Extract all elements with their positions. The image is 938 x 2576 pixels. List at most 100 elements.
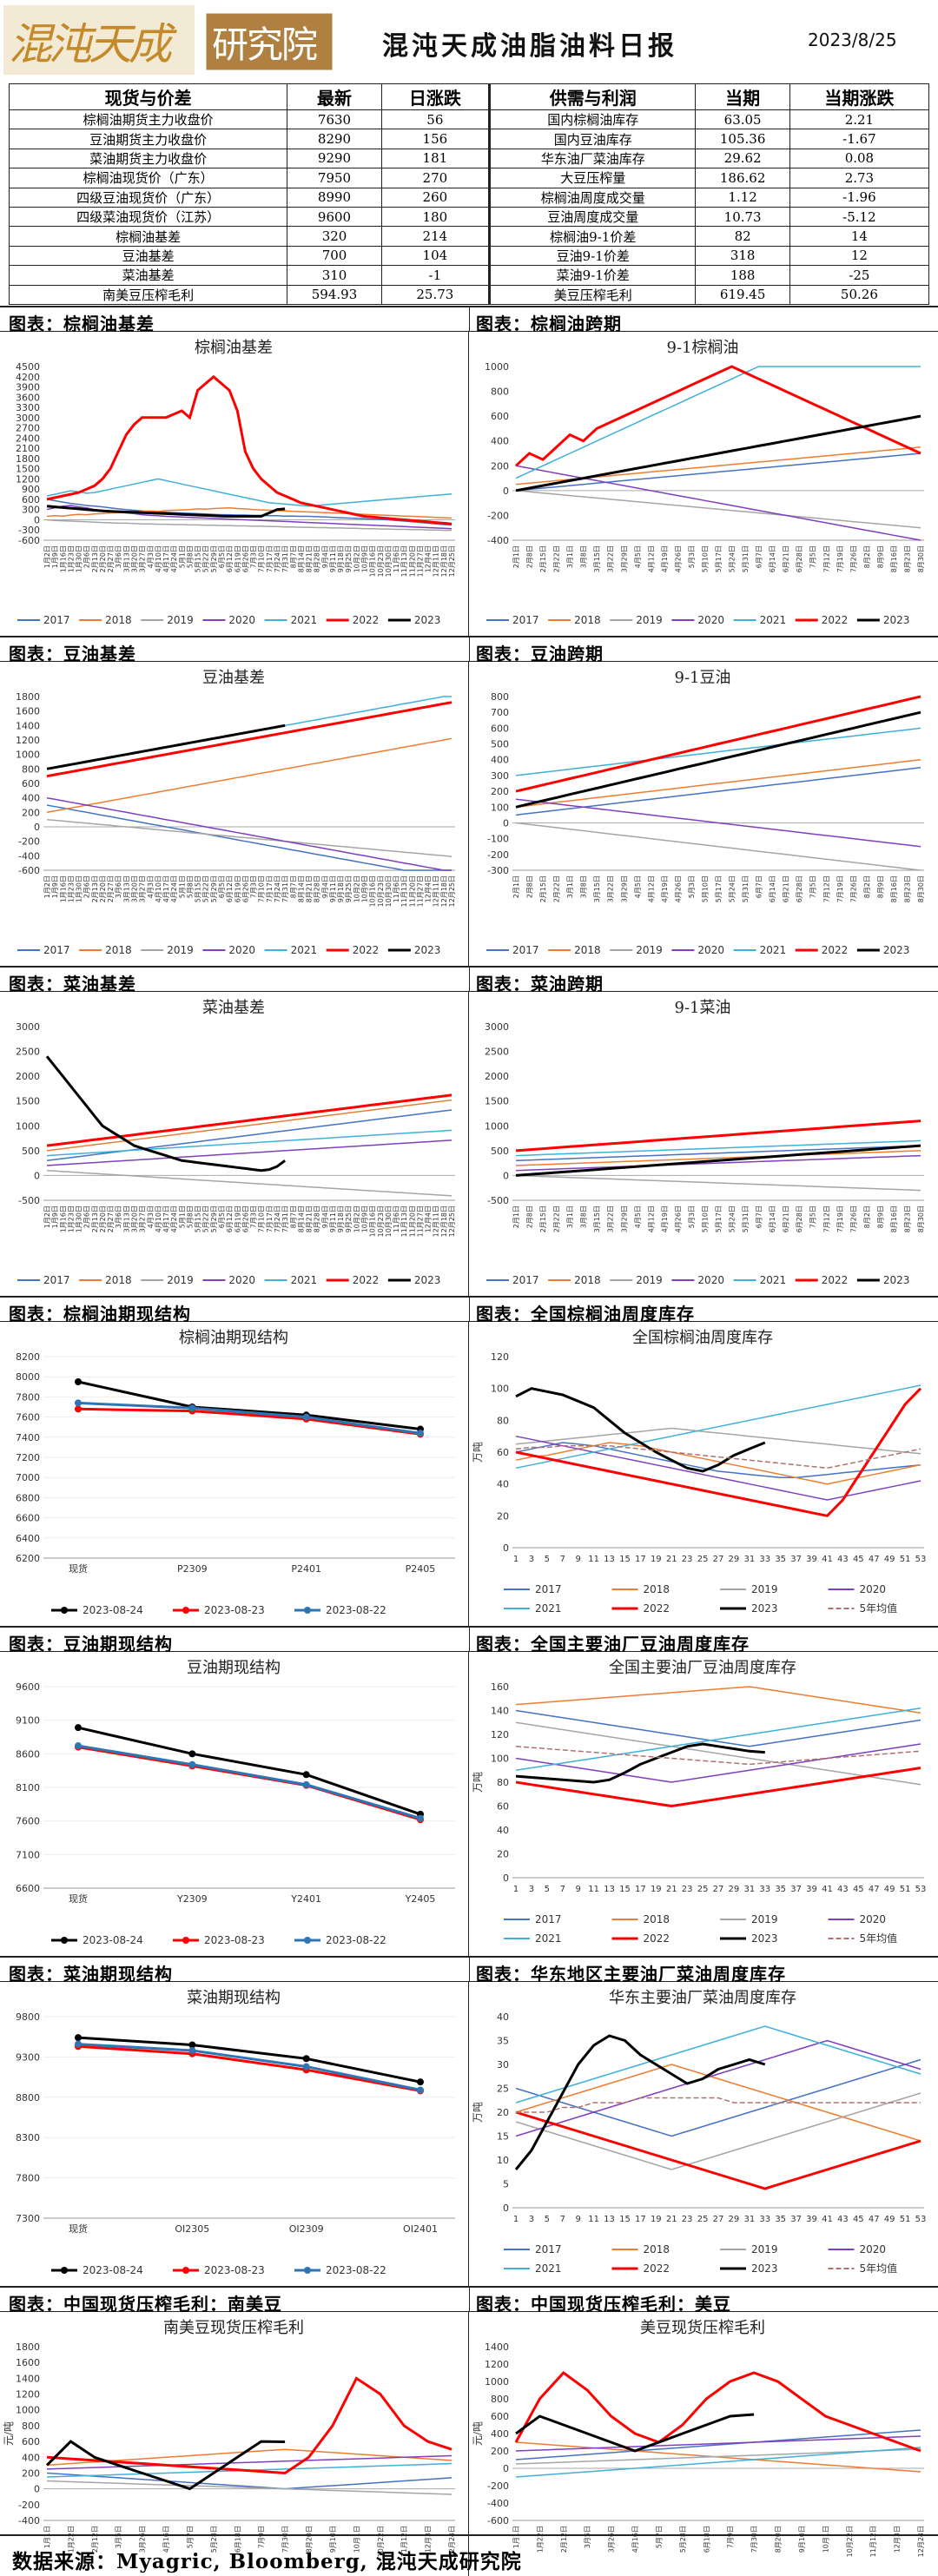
- y-tick-label: 4500: [16, 361, 40, 373]
- series-line-2020: [46, 2454, 452, 2470]
- y-tick-label: 7000: [16, 1472, 40, 1483]
- series-line-2017: [515, 452, 921, 492]
- x-tick-label: 3月20日: [131, 1205, 139, 1232]
- legend-label: 2021: [535, 2262, 562, 2275]
- x-tick-label: 15: [619, 1555, 631, 1564]
- x-tick-label: 4月12日: [647, 875, 655, 902]
- chart-title: 9-1菜油: [675, 999, 731, 1017]
- x-tick-label: 3月1日: [566, 1205, 574, 1228]
- y-tick-label: 1400: [485, 2342, 509, 2353]
- x-tick-label: 23: [682, 2215, 693, 2224]
- legend-label: 2020: [860, 2243, 887, 2256]
- summary-cell: 214: [380, 226, 491, 247]
- x-tick-label: 4月10日: [155, 1205, 162, 1232]
- series-line-2023-08-24: [77, 1380, 421, 1430]
- series-line-2022: [515, 1120, 921, 1153]
- summary-cell: 14: [789, 226, 930, 247]
- legend-label: 2022: [644, 1932, 670, 1945]
- series-point: [75, 1742, 82, 1750]
- x-tick-label: 5月29日: [210, 1205, 218, 1232]
- x-tick-label: 3月29日: [620, 545, 628, 572]
- summary-cell: 318: [695, 245, 790, 267]
- x-tick-label: 2月15日: [539, 545, 547, 572]
- x-tick-label: OI2305: [175, 2223, 209, 2235]
- y-tick-label: 300: [22, 505, 40, 516]
- y-tick-label: 600: [22, 778, 40, 789]
- legend-label: 2023: [414, 1274, 441, 1286]
- x-tick-label: 8月28日: [314, 545, 321, 572]
- x-tick-label: 1月16日: [59, 545, 67, 572]
- y-tick-label: 40: [497, 1479, 509, 1490]
- y-tick-label: 160: [491, 1681, 509, 1693]
- y-tick-label: 3000: [485, 1021, 509, 1033]
- legend-label: 2021: [291, 614, 318, 626]
- x-tick-label: 29: [729, 2215, 740, 2224]
- x-tick-label: 5月28日: [679, 2526, 687, 2553]
- x-tick-label: 6月7日: [756, 875, 763, 898]
- legend-label: 2023-08-22: [326, 1604, 386, 1616]
- legend-label: 2019: [636, 944, 663, 956]
- series-point: [417, 1430, 424, 1437]
- x-tick-label: 1月30日: [76, 875, 83, 902]
- legend-marker: [182, 1937, 189, 1944]
- summary-header-cell: 当期: [695, 83, 790, 110]
- chart-panel: 南美豆现货压榨毛利 -400 -200 0 200 400 600 800 1000 1200 14…: [0, 2312, 469, 2576]
- series-line-5年均值: [516, 2097, 921, 2113]
- x-tick-label: 10月23日: [377, 1205, 385, 1237]
- chart-title: 9-1棕榈油: [667, 339, 739, 357]
- summary-cell: 188: [695, 265, 790, 286]
- x-tick-label: 12月18日: [440, 875, 448, 907]
- x-tick-label: 10月30日: [385, 875, 393, 907]
- y-tick-label: 5: [503, 2179, 509, 2190]
- x-tick-label: 25: [697, 1555, 709, 1564]
- x-tick-label: 5月17日: [715, 1205, 723, 1232]
- x-tick-label: 11月20日: [408, 545, 416, 577]
- x-tick-label: 7月3日: [250, 1205, 258, 1228]
- x-tick-label: 8月30日: [917, 545, 925, 572]
- series-point: [417, 1814, 424, 1822]
- y-tick-label: -400: [18, 850, 40, 862]
- x-tick-label: 9月11日: [329, 875, 337, 902]
- summary-cell: 310: [287, 265, 382, 286]
- x-tick-label: 45: [853, 1555, 864, 1564]
- x-tick-label: 8月16日: [890, 1205, 898, 1232]
- legend-label: 2023: [751, 1932, 778, 1945]
- x-tick-label: 11月13日: [400, 1205, 408, 1237]
- x-tick-label: 2月6日: [83, 545, 91, 568]
- y-axis-label: 万吨: [472, 2102, 484, 2123]
- x-tick-label: 3月26日: [139, 2526, 147, 2553]
- series-line-2019: [515, 2448, 921, 2465]
- x-tick-label: 11月6日: [393, 1205, 400, 1232]
- series-point: [75, 1378, 82, 1385]
- x-tick-label: 49: [884, 2215, 895, 2224]
- legend-label: 2018: [105, 1274, 132, 1286]
- report-header: 混沌天成 研究院 混沌天成油脂油料日报 2023/8/25: [0, 0, 938, 78]
- y-tick-label: 2400: [16, 433, 40, 444]
- legend-label: 2023: [414, 944, 441, 956]
- y-tick-label: 7600: [16, 1412, 40, 1423]
- x-tick-label: 2月27日: [107, 545, 115, 572]
- x-tick-label: 7月17日: [266, 545, 274, 572]
- summary-body: 棕榈油期货主力收盘价 7630 56 国内棕榈油库存 63.05 2.21 豆油期货主力收盘…: [8, 109, 930, 306]
- legend-label: 2023-08-22: [326, 2264, 386, 2276]
- y-tick-label: 500: [491, 1146, 509, 1157]
- x-tick-label: 5: [545, 2215, 550, 2224]
- section-divider: [469, 968, 470, 992]
- series-line-2017: [515, 1442, 921, 1479]
- x-tick-label: 6月26日: [241, 545, 249, 572]
- x-tick-label: 43: [837, 1885, 849, 1894]
- legend-label: 2022: [644, 2262, 670, 2275]
- x-tick-label: 51: [900, 1885, 911, 1894]
- x-tick-label: 6月21日: [783, 875, 790, 902]
- x-tick-label: 8月2日: [863, 545, 871, 568]
- x-tick-label: 13: [604, 1885, 615, 1894]
- x-tick-label: 6月28日: [796, 875, 803, 902]
- x-tick-label: 6月18日: [703, 2526, 710, 2553]
- y-tick-label: 200: [491, 786, 509, 797]
- y-tick-label: 60: [497, 1801, 509, 1813]
- x-tick-label: 12月24日: [448, 2526, 456, 2557]
- x-tick-label: 3月6日: [115, 875, 122, 898]
- legend-label: 2019: [167, 1274, 194, 1286]
- x-tick-label: 4月12日: [647, 1205, 655, 1232]
- y-tick-label: 600: [491, 723, 509, 734]
